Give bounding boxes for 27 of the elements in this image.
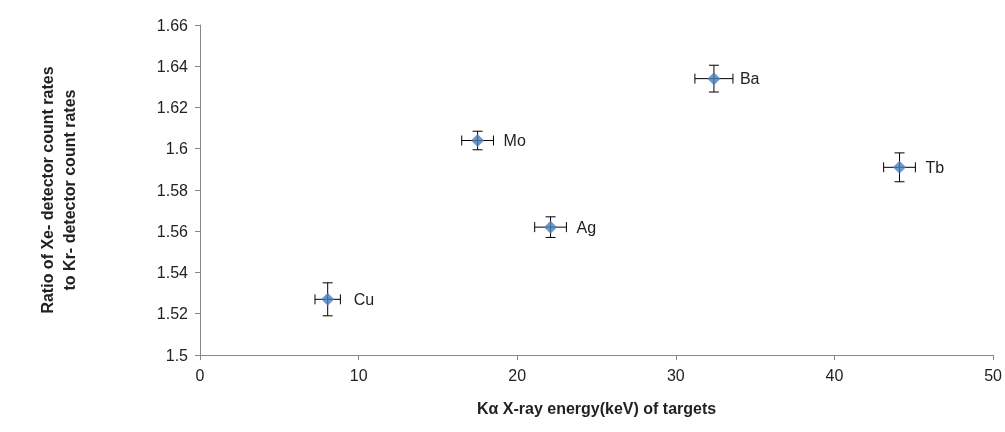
point — [707, 72, 721, 86]
x-tick-label: 40 — [825, 366, 844, 384]
x-tick-label: 30 — [666, 366, 685, 384]
x-tick-label: 10 — [349, 366, 368, 384]
point — [321, 292, 335, 306]
y-tick-label: 1.5 — [165, 346, 189, 364]
x-tick-label: 50 — [984, 366, 1003, 384]
point — [893, 160, 907, 174]
annotation: Tb — [925, 158, 945, 176]
point — [544, 220, 558, 234]
x-tick-label: 0 — [195, 366, 205, 384]
x-axis-title: Kα X-ray energy(keV) of targets — [476, 399, 717, 417]
annotation: Cu — [353, 290, 375, 308]
y-tick-label: 1.52 — [156, 305, 189, 323]
y-axis-title: Ratio of Xe- detector count rates to Kr- detector count rates — [38, 66, 78, 314]
annotation: Ba — [739, 70, 760, 88]
y-tick-label: 1.54 — [156, 264, 189, 281]
annotation: Mo — [503, 132, 526, 149]
annotation: Ag — [576, 218, 597, 236]
x-tick-label: 20 — [508, 366, 527, 384]
y-tick-label: 1.6 — [165, 140, 189, 158]
y-tick-label: 1.56 — [156, 222, 189, 240]
y-tick-label: 1.64 — [156, 57, 189, 75]
y-tick-label: 1.62 — [156, 99, 189, 116]
y-tick-label: 1.58 — [156, 181, 189, 199]
y-tick-label: 1.66 — [156, 16, 189, 34]
point — [471, 134, 485, 147]
